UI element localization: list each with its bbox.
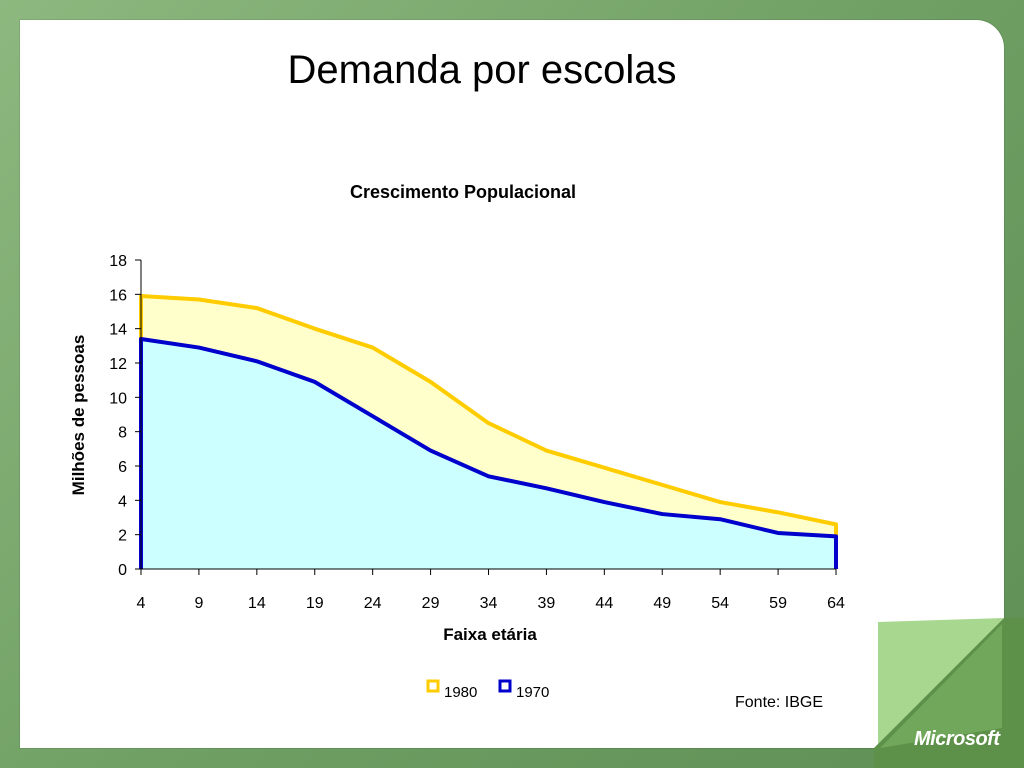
x-tick-label: 29 <box>422 595 440 612</box>
data-point-1970-19 <box>314 381 316 383</box>
x-tick-label: 4 <box>137 595 146 612</box>
data-point-1980-44 <box>603 467 605 469</box>
data-point-1980-54 <box>719 501 721 503</box>
y-tick-label: 10 <box>109 390 127 407</box>
data-point-1980-49 <box>661 484 663 486</box>
x-tick-label: 54 <box>711 595 729 612</box>
data-point-1970-54 <box>719 518 721 520</box>
data-point-1970-29 <box>430 450 432 452</box>
corner-decoration <box>874 618 1024 768</box>
y-tick-label: 4 <box>118 493 127 510</box>
y-tick-label: 0 <box>118 562 127 579</box>
x-tick-label: 24 <box>364 595 382 612</box>
data-point-1970-64 <box>835 535 837 537</box>
data-point-1970-49 <box>661 513 663 515</box>
data-point-1980-39 <box>545 450 547 452</box>
data-point-1980-34 <box>488 422 489 424</box>
data-point-1970-24 <box>372 415 374 417</box>
data-point-1980-24 <box>372 347 374 349</box>
plot-fills <box>141 296 836 569</box>
data-point-1980-29 <box>430 381 432 383</box>
legend-swatch-1980 <box>426 679 440 693</box>
data-point-1980-59 <box>777 511 779 513</box>
microsoft-logo: Microsoft <box>914 728 1000 750</box>
x-tick-label: 64 <box>827 595 845 612</box>
y-axis-label: Milhões de pessoas <box>69 335 88 496</box>
x-tick-label: 44 <box>595 595 613 612</box>
legend-label-1980: 1980 <box>444 684 477 701</box>
chart-title: Crescimento Populacional <box>350 182 576 202</box>
y-tick-label: 12 <box>109 356 127 373</box>
plot-lines <box>139 294 838 569</box>
data-point-1970-59 <box>777 532 779 534</box>
source-note: Fonte: IBGE <box>735 694 824 711</box>
data-point-1970-44 <box>603 501 605 503</box>
legend-swatch-1970 <box>498 679 512 693</box>
y-tick-label: 14 <box>109 322 127 339</box>
data-point-1980-14 <box>256 307 258 309</box>
x-tick-label: 49 <box>653 595 671 612</box>
data-point-1970-9 <box>198 347 200 349</box>
data-point-1980-9 <box>198 298 200 300</box>
data-point-1980-64 <box>835 523 837 525</box>
x-tick-label: 14 <box>248 595 266 612</box>
x-axis-label: Faixa etária <box>443 625 537 644</box>
y-tick-label: 2 <box>118 528 127 545</box>
data-point-1970-34 <box>488 475 489 477</box>
legend-label-1970: 1970 <box>516 684 549 701</box>
x-tick-label: 39 <box>538 595 556 612</box>
slide-title: Demanda por escolas <box>287 48 677 92</box>
legend: 1980 1970 <box>426 679 549 701</box>
y-tick-label: 8 <box>118 425 127 442</box>
x-tick-label: 34 <box>480 595 498 612</box>
x-tick-label: 19 <box>306 595 324 612</box>
y-tick-label: 18 <box>109 253 127 270</box>
x-tick-label: 9 <box>194 595 203 612</box>
data-point-1970-14 <box>256 360 258 362</box>
y-tick-label: 16 <box>109 287 127 304</box>
data-point-1980-19 <box>314 328 316 330</box>
y-tick-label: 6 <box>118 459 127 476</box>
x-tick-label: 59 <box>769 595 787 612</box>
data-point-1970-39 <box>545 487 547 489</box>
area-fill-1970 <box>141 338 836 569</box>
